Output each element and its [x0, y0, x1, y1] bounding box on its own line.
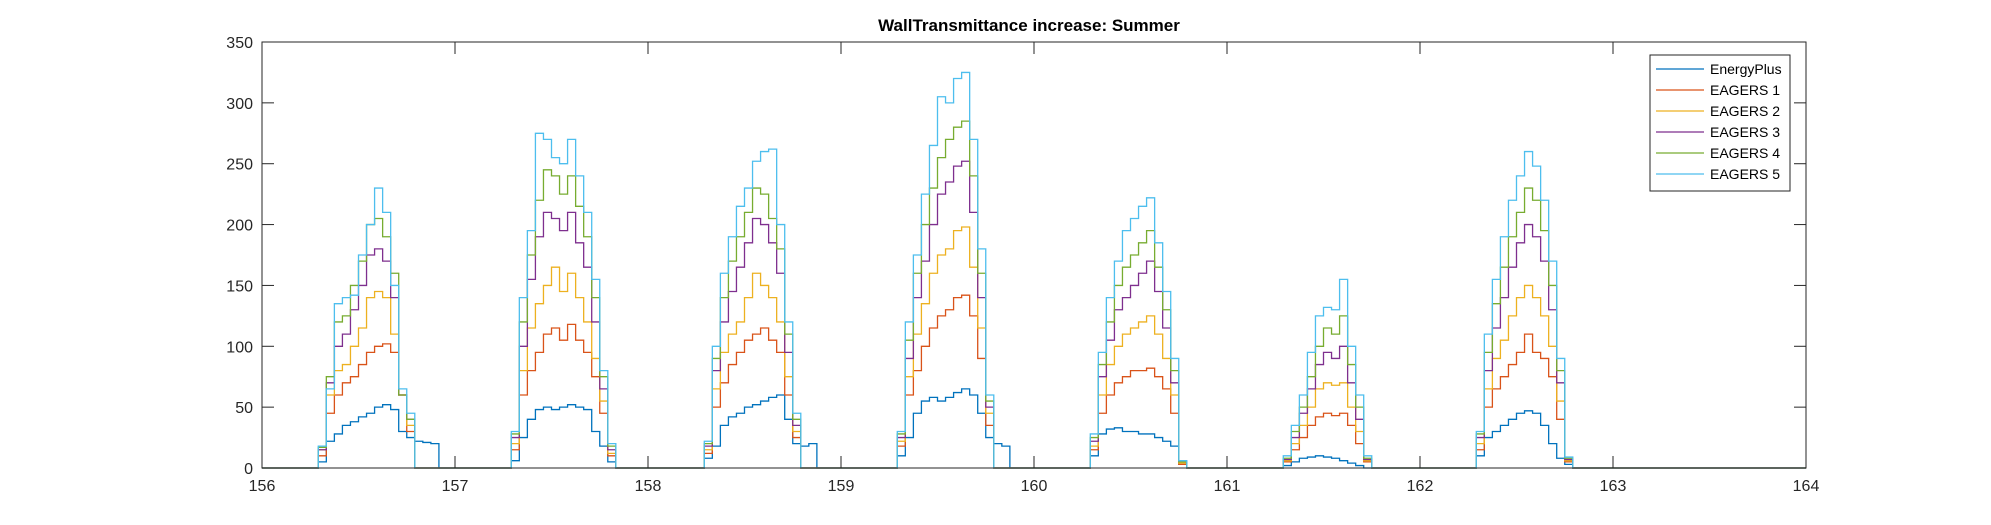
x-tick-label: 162 [1407, 478, 1434, 495]
x-tick-label: 156 [249, 478, 276, 495]
y-tick-label: 0 [244, 461, 253, 478]
axes-group: 156 157 158 159 160 161 162 163 164 0 50 100 150 200 2… [226, 35, 1819, 495]
y-tick-label: 200 [226, 218, 253, 235]
x-tick-label: 164 [1793, 478, 1820, 495]
y-tick-label: 50 [235, 400, 253, 417]
legend-label-energyplus: EnergyPlus [1710, 61, 1782, 77]
series-line-eagers-5 [262, 71, 1806, 469]
plot-area [262, 42, 1806, 468]
x-tick-label: 161 [1214, 478, 1241, 495]
legend-box [1649, 54, 1791, 192]
series-line-eagers-2 [262, 226, 1806, 469]
legend-label-eagers-3: EAGERS 3 [1710, 124, 1780, 140]
x-tick-label: 160 [1021, 478, 1048, 495]
y-tick-label: 100 [226, 339, 253, 356]
legend: EnergyPlus EAGERS 1 EAGERS 2 EAGERS 3 EAGERS… [1649, 54, 1791, 192]
series-line-eagers-1 [262, 294, 1806, 469]
legend-label-eagers-1: EAGERS 1 [1710, 82, 1780, 98]
series-line-eagers-3 [262, 160, 1806, 469]
legend-label-eagers-5: EAGERS 5 [1710, 166, 1780, 182]
y-tick-label: 300 [226, 96, 253, 113]
y-tick-label: 150 [226, 278, 253, 295]
plot-background [262, 42, 1806, 468]
legend-label-eagers-2: EAGERS 2 [1710, 103, 1780, 119]
x-tick-label: 158 [635, 478, 662, 495]
y-tick-label: 250 [226, 157, 253, 174]
x-tick-label: 159 [828, 478, 855, 495]
y-tick-label: 350 [226, 35, 253, 52]
x-tick-label: 157 [442, 478, 469, 495]
chart-title: WallTransmittance increase: Summer [878, 16, 1180, 35]
x-tick-label: 163 [1600, 478, 1627, 495]
legend-label-eagers-4: EAGERS 4 [1710, 145, 1780, 161]
series-line-eagers-4 [262, 120, 1806, 469]
